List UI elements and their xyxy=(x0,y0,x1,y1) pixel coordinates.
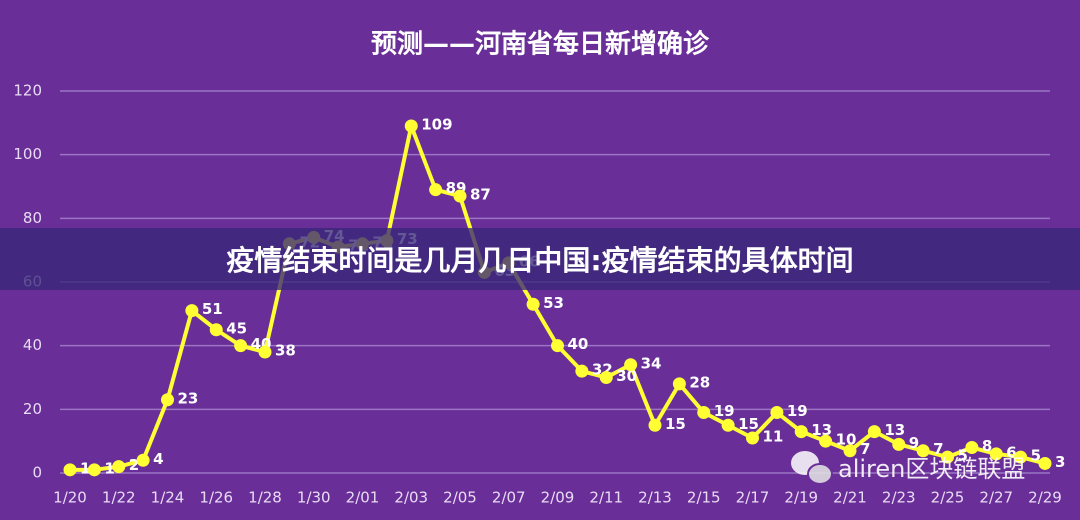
data-point xyxy=(136,453,150,467)
x-tick-label: 2/27 xyxy=(979,489,1013,507)
data-point xyxy=(697,406,711,420)
data-point xyxy=(112,460,126,474)
data-label: 53 xyxy=(543,294,564,312)
data-label: 2 xyxy=(129,456,139,474)
data-point xyxy=(87,463,101,477)
data-label: 19 xyxy=(787,402,808,420)
data-point xyxy=(429,183,443,197)
data-point xyxy=(209,323,223,337)
x-tick-label: 2/01 xyxy=(346,489,380,507)
data-point xyxy=(624,358,638,372)
data-point xyxy=(526,297,540,311)
data-point xyxy=(453,189,467,203)
data-point xyxy=(575,364,589,378)
data-label: 23 xyxy=(178,389,199,407)
data-label: 7 xyxy=(933,440,943,458)
data-point xyxy=(892,437,906,451)
y-tick-label: 100 xyxy=(13,145,42,163)
x-tick-label: 2/23 xyxy=(882,489,916,507)
data-label: 45 xyxy=(226,319,247,337)
data-point xyxy=(234,339,248,353)
y-tick-label: 120 xyxy=(13,82,42,100)
y-tick-label: 0 xyxy=(32,464,42,482)
data-label: 30 xyxy=(616,367,637,385)
data-label: 28 xyxy=(689,373,710,391)
data-label: 10 xyxy=(836,431,857,449)
watermark-text: aliren区块链联盟 xyxy=(838,455,1025,483)
data-point xyxy=(867,425,881,439)
x-tick-label: 1/22 xyxy=(102,489,136,507)
x-tick-label: 2/07 xyxy=(492,489,526,507)
data-point xyxy=(1014,450,1028,464)
data-label: 8 xyxy=(982,437,992,455)
x-tick-label: 1/20 xyxy=(53,489,87,507)
data-label: 19 xyxy=(714,402,735,420)
x-tick-label: 2/29 xyxy=(1028,489,1062,507)
data-label: 5 xyxy=(958,447,968,465)
data-label: 1 xyxy=(80,459,90,477)
x-tick-label: 2/13 xyxy=(638,489,672,507)
data-point xyxy=(916,444,930,458)
x-tick-label: 1/30 xyxy=(297,489,331,507)
data-label: 9 xyxy=(909,434,919,452)
data-label: 34 xyxy=(641,354,662,372)
x-tick-label: 2/03 xyxy=(394,489,428,507)
data-point xyxy=(551,339,564,353)
x-tick-label: 1/26 xyxy=(199,489,233,507)
data-point xyxy=(794,425,808,439)
banner-background xyxy=(0,228,1080,290)
plot-area: 0204060801001201/201/221/241/261/281/302… xyxy=(13,82,1065,507)
data-label: 1 xyxy=(104,459,114,477)
y-tick-label: 80 xyxy=(23,209,42,227)
data-point xyxy=(161,393,174,407)
data-point xyxy=(599,371,613,384)
data-label: 15 xyxy=(665,415,686,433)
data-point xyxy=(1038,456,1052,470)
data-label: 5 xyxy=(1031,447,1041,465)
data-label: 13 xyxy=(884,421,905,439)
data-label: 87 xyxy=(470,186,491,204)
data-label: 7 xyxy=(860,440,870,458)
data-point xyxy=(185,304,199,318)
data-label: 3 xyxy=(1055,453,1065,471)
data-point xyxy=(843,444,857,458)
chart-title: 预测——河南省每日新增确诊 xyxy=(371,29,710,60)
data-label: 15 xyxy=(738,415,759,433)
banner-text: 疫情结束时间是几月几日中国:疫情结束的具体时间 xyxy=(226,244,853,277)
data-label: 11 xyxy=(763,427,784,445)
data-point xyxy=(258,345,272,359)
data-point xyxy=(819,434,833,448)
data-label: 51 xyxy=(202,300,223,318)
x-tick-label: 2/11 xyxy=(589,489,623,507)
data-label: 4 xyxy=(153,450,163,468)
data-label: 109 xyxy=(421,116,452,134)
y-tick-label: 20 xyxy=(23,400,42,418)
x-tick-label: 2/05 xyxy=(443,489,477,507)
data-point xyxy=(746,431,759,445)
x-tick-label: 1/28 xyxy=(248,489,282,507)
x-tick-label: 1/24 xyxy=(151,489,185,507)
data-point xyxy=(721,418,735,432)
data-point xyxy=(672,377,686,391)
data-point xyxy=(63,463,77,477)
data-point xyxy=(770,406,784,420)
y-tick-label: 40 xyxy=(23,336,42,354)
x-tick-label: 2/25 xyxy=(931,489,965,507)
x-tick-label: 2/21 xyxy=(833,489,867,507)
x-tick-label: 2/17 xyxy=(736,489,770,507)
data-point xyxy=(989,447,1003,461)
data-label: 38 xyxy=(275,342,296,360)
x-tick-label: 2/19 xyxy=(784,489,818,507)
data-point xyxy=(648,418,662,432)
data-label: 40 xyxy=(568,335,589,353)
watermark-icon xyxy=(791,451,833,485)
data-label: 6 xyxy=(1006,443,1016,461)
data-point xyxy=(404,119,418,133)
data-point xyxy=(965,441,979,455)
x-tick-label: 2/09 xyxy=(541,489,575,507)
data-point xyxy=(941,450,954,464)
x-tick-label: 2/15 xyxy=(687,489,721,507)
data-label: 13 xyxy=(811,421,832,439)
